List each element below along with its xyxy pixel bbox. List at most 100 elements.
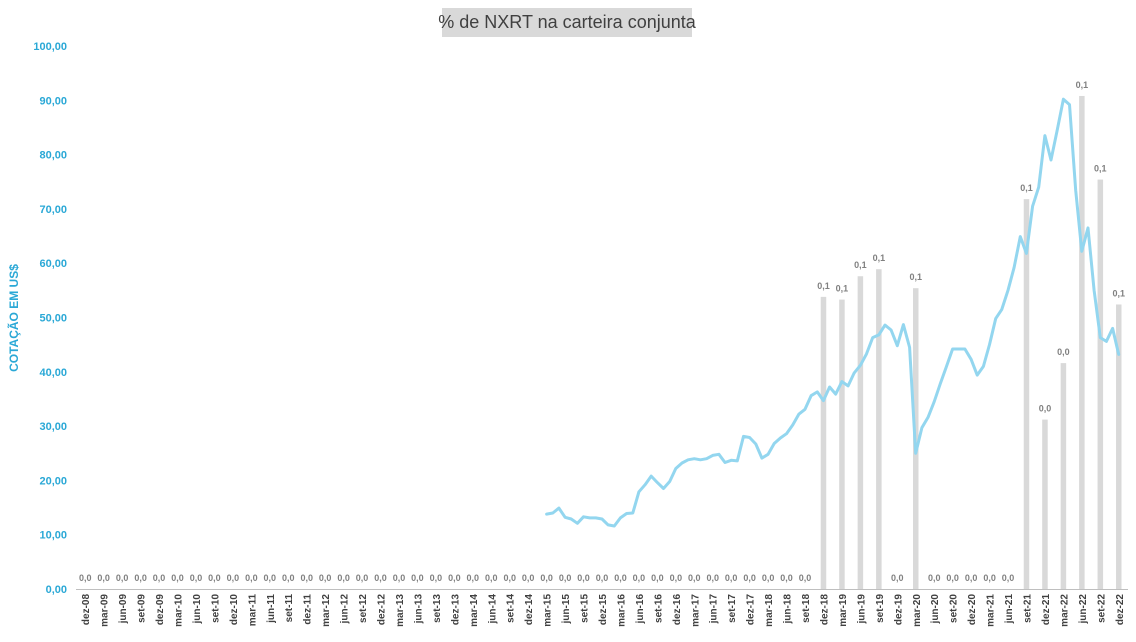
bar-data-label: 0,0	[983, 573, 996, 583]
bar-data-label: 0,0	[171, 573, 184, 583]
bar	[839, 299, 845, 589]
x-tick-label: mar-12	[321, 594, 332, 627]
bar-data-label: 0,0	[411, 573, 424, 583]
bar-data-label: 0,0	[79, 573, 92, 583]
bar	[1023, 199, 1030, 589]
x-tick-label: dez-08	[81, 594, 92, 626]
bar-data-label: 0,1	[1113, 288, 1126, 298]
bar-data-label: 0,1	[873, 253, 886, 263]
bar	[857, 276, 864, 589]
x-tick-label: mar-19	[838, 594, 849, 627]
bar-data-label: 0,0	[596, 573, 609, 583]
bar-data-label: 0,0	[965, 573, 978, 583]
x-tick-label: set-09	[137, 594, 148, 623]
x-tick-label: dez-12	[377, 594, 388, 626]
x-tick-label: set-20	[949, 594, 960, 623]
bar-data-label: 0,0	[577, 573, 590, 583]
bar-data-label: 0,1	[1094, 164, 1107, 174]
x-tick-label: mar-13	[395, 594, 406, 627]
x-tick-label: jun-17	[709, 594, 720, 625]
bar-data-label: 0,0	[559, 573, 572, 583]
bar-data-label: 0,0	[300, 573, 313, 583]
x-tick-label: mar-15	[543, 594, 554, 627]
x-tick-label: dez-15	[598, 594, 609, 626]
x-tick-label: jun-13	[413, 594, 424, 625]
bar-data-label: 0,0	[706, 573, 719, 583]
y-tick-label: 80,00	[39, 150, 67, 162]
x-tick-label: mar-20	[912, 594, 923, 627]
x-tick-label: jun-20	[930, 594, 941, 625]
x-tick-label: dez-18	[820, 594, 831, 626]
chart-title-box: % de NXRT na carteira conjunta	[438, 8, 696, 37]
x-tick-label: jun-12	[340, 594, 351, 625]
bar-data-label: 0,0	[393, 573, 406, 583]
bar-data-label: 0,0	[522, 573, 535, 583]
bar-data-label: 0,0	[688, 573, 701, 583]
x-tick-label: jun-19	[856, 594, 867, 625]
bar-data-label: 0,0	[153, 573, 166, 583]
x-tick-label: set-10	[210, 594, 221, 623]
x-tick-label: jun-21	[1004, 594, 1015, 625]
bar	[1042, 419, 1048, 589]
price-line	[545, 97, 1121, 528]
y-tick-label: 0,00	[46, 584, 67, 596]
x-tick-label: dez-10	[229, 594, 240, 626]
x-tick-label: set-21	[1023, 594, 1034, 623]
x-tick-label: mar-09	[100, 594, 111, 627]
bar-data-label: 0,1	[1076, 80, 1089, 90]
bar	[1097, 179, 1104, 589]
bar-data-label: 0,0	[448, 573, 461, 583]
y-tick-label: 30,00	[39, 421, 67, 433]
y-tick-label: 50,00	[39, 313, 67, 325]
x-tick-label: set-11	[284, 594, 295, 623]
x-tick-label: dez-13	[450, 594, 461, 626]
bar-data-label: 0,0	[485, 573, 498, 583]
bar	[1116, 304, 1122, 589]
x-tick-label: mar-14	[469, 594, 480, 627]
bar-data-label: 0,0	[540, 573, 553, 583]
bar-data-label: 0,0	[743, 573, 756, 583]
x-tick-label: mar-21	[986, 594, 997, 627]
bar-data-label: 0,0	[190, 573, 203, 583]
x-tick-label: jun-15	[561, 594, 572, 625]
bar	[1079, 95, 1085, 590]
bar-data-label: 0,0	[227, 573, 240, 583]
x-tick-label: set-19	[875, 594, 886, 623]
y-tick-label: 20,00	[39, 475, 67, 487]
bar-data-label: 0,1	[836, 284, 849, 294]
bar-data-label: 0,0	[1039, 404, 1052, 414]
x-tick-label: jun-09	[118, 594, 129, 625]
y-tick-label: 60,00	[39, 258, 67, 270]
x-tick-label: dez-14	[524, 594, 535, 626]
x-tick-label: jun-10	[192, 594, 203, 625]
x-tick-label: set-12	[358, 594, 369, 623]
bar-data-label: 0,0	[651, 573, 664, 583]
bar-data-label: 0,0	[356, 573, 369, 583]
bar-data-label: 0,0	[503, 573, 516, 583]
y-tick-label: 40,00	[39, 367, 67, 379]
x-tick-label: mar-10	[174, 594, 185, 627]
bar-data-label: 0,0	[97, 573, 110, 583]
x-tick-label: dez-19	[893, 594, 904, 626]
y-tick-label: 90,00	[39, 95, 67, 107]
bar-data-label: 0,1	[1020, 183, 1033, 193]
x-tick-label: jun-14	[487, 594, 498, 625]
bar	[820, 296, 827, 589]
x-tick-label: mar-17	[690, 594, 701, 627]
bar-data-label: 0,1	[854, 260, 867, 270]
chart-title: % de NXRT na carteira conjunta	[438, 12, 696, 32]
bar-data-label: 0,0	[116, 573, 129, 583]
x-tick-label: dez-21	[1041, 594, 1052, 626]
x-tick-label: dez-09	[155, 594, 166, 626]
bar-data-label: 0,0	[134, 573, 147, 583]
bar-data-label: 0,0	[245, 573, 258, 583]
bar-data-label: 0,0	[264, 573, 277, 583]
x-tick-label: set-14	[506, 594, 517, 623]
bar-data-label: 0,0	[762, 573, 775, 583]
bar-data-label: 0,0	[670, 573, 683, 583]
x-tick-label: set-22	[1096, 594, 1107, 623]
x-tick-label: set-16	[653, 594, 664, 623]
bar-data-label: 0,0	[799, 573, 812, 583]
x-tick-label: set-13	[432, 594, 443, 623]
